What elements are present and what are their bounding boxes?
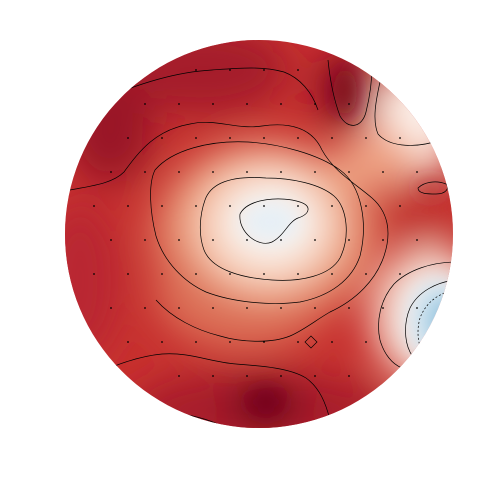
sensor-dot xyxy=(178,171,180,173)
sensor-dot xyxy=(178,375,180,377)
sensor-dot xyxy=(280,239,282,241)
sensor-dot xyxy=(416,239,418,241)
contour-outer xyxy=(69,121,389,342)
sensor-dot xyxy=(280,171,282,173)
contour-inner-max xyxy=(239,198,309,244)
sensor-dot xyxy=(365,137,367,139)
contour-right-lobe xyxy=(378,261,453,369)
sensor-dot xyxy=(195,137,197,139)
sensor-dot xyxy=(212,103,214,105)
sensor-dot xyxy=(229,69,231,71)
contour-bottom xyxy=(99,353,331,421)
sensor-dot xyxy=(365,273,367,275)
sensor-dot xyxy=(416,171,418,173)
sensor-dot xyxy=(331,273,333,275)
sensor-dot xyxy=(144,239,146,241)
contour-top-right-b xyxy=(374,81,441,146)
sensor-dot xyxy=(229,341,231,343)
sensor-dot xyxy=(348,103,350,105)
sensor-dot xyxy=(399,273,401,275)
sensor-dot xyxy=(416,307,418,309)
sensor-dot xyxy=(263,205,265,207)
sensor-dot xyxy=(263,137,265,139)
contour-top-right-a xyxy=(327,59,373,126)
sensor-dot xyxy=(382,307,384,309)
sensor-dot xyxy=(212,375,214,377)
sensor-dot xyxy=(246,239,248,241)
sensor-dot xyxy=(314,239,316,241)
sensor-dot xyxy=(297,205,299,207)
sensor-dot xyxy=(280,307,282,309)
sensor-dot xyxy=(263,273,265,275)
sensor-dot xyxy=(212,239,214,241)
sensor-dot xyxy=(178,239,180,241)
sensor-dot xyxy=(263,341,265,343)
sensor-dot xyxy=(127,341,129,343)
sensor-dot xyxy=(399,205,401,207)
sensor-dot xyxy=(178,103,180,105)
sensor-dot xyxy=(331,205,333,207)
contour-small-diamond xyxy=(304,335,318,349)
sensor-dot xyxy=(246,307,248,309)
sensor-dot xyxy=(127,205,129,207)
sensor-dot xyxy=(314,307,316,309)
sensor-dot xyxy=(229,273,231,275)
sensor-dot xyxy=(93,205,95,207)
sensor-dot xyxy=(144,171,146,173)
sensor-dot xyxy=(178,307,180,309)
sensor-dot xyxy=(144,103,146,105)
sensor-dot xyxy=(161,205,163,207)
sensor-dot xyxy=(144,307,146,309)
sensor-dot xyxy=(382,239,384,241)
sensor-dot xyxy=(348,307,350,309)
contour-upper-left xyxy=(111,67,319,111)
sensor-dot xyxy=(110,239,112,241)
sensor-dot xyxy=(229,205,231,207)
sensor-dot xyxy=(127,273,129,275)
sensor-dot xyxy=(246,375,248,377)
contour-mid xyxy=(150,141,364,304)
sensor-dot xyxy=(297,137,299,139)
contour-right-loop xyxy=(417,181,448,195)
sensor-dot xyxy=(297,341,299,343)
sensor-dot xyxy=(280,103,282,105)
sensor-dot xyxy=(297,273,299,275)
sensor-dot xyxy=(297,69,299,71)
sensor-dot xyxy=(382,171,384,173)
scalp-head xyxy=(65,40,453,428)
sensor-dot xyxy=(161,273,163,275)
sensor-dot xyxy=(348,239,350,241)
contour-blue-neg xyxy=(417,289,453,359)
sensor-dot xyxy=(331,137,333,139)
sensor-dot xyxy=(195,69,197,71)
sensor-dot xyxy=(161,341,163,343)
sensor-dot xyxy=(263,69,265,71)
sensor-dot xyxy=(246,103,248,105)
sensor-dot xyxy=(195,341,197,343)
sensor-dot xyxy=(161,137,163,139)
sensor-dot xyxy=(348,171,350,173)
sensor-dot xyxy=(195,273,197,275)
sensor-dot xyxy=(348,375,350,377)
sensor-dot xyxy=(365,341,367,343)
sensor-dot xyxy=(331,341,333,343)
sensor-dot xyxy=(229,137,231,139)
sensor-dot xyxy=(280,375,282,377)
sensor-dot xyxy=(212,307,214,309)
sensor-dot xyxy=(314,103,316,105)
sensor-dot xyxy=(195,205,197,207)
contour-high xyxy=(200,177,347,281)
sensor-dot xyxy=(314,375,316,377)
sensor-dot xyxy=(399,137,401,139)
sensor-dot xyxy=(127,137,129,139)
sensor-dot xyxy=(110,171,112,173)
sensor-dot xyxy=(212,171,214,173)
sensor-dot xyxy=(93,273,95,275)
sensor-dot xyxy=(314,171,316,173)
sensor-markers xyxy=(93,69,418,377)
sensor-dot xyxy=(365,205,367,207)
sensor-dot xyxy=(110,307,112,309)
sensor-dot xyxy=(246,171,248,173)
